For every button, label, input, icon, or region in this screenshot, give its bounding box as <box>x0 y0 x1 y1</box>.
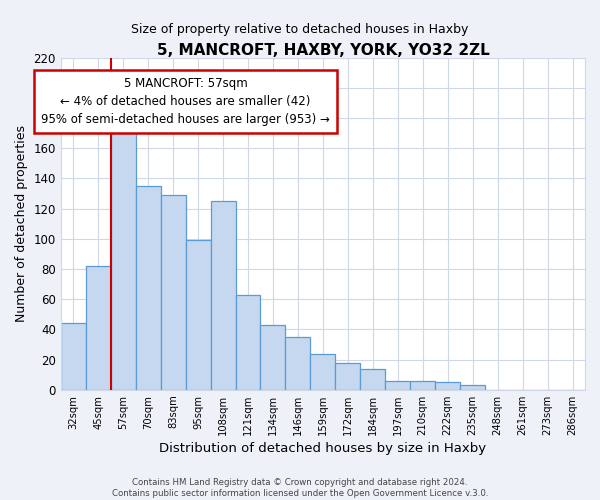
Bar <box>435 382 460 390</box>
X-axis label: Distribution of detached houses by size in Haxby: Distribution of detached houses by size … <box>160 442 487 455</box>
Bar <box>460 386 485 390</box>
Bar <box>260 325 286 390</box>
Bar <box>211 201 236 390</box>
Bar <box>236 294 260 390</box>
Bar <box>61 324 86 390</box>
Bar <box>286 337 310 390</box>
Bar <box>136 186 161 390</box>
Bar <box>410 381 435 390</box>
Title: 5, MANCROFT, HAXBY, YORK, YO32 2ZL: 5, MANCROFT, HAXBY, YORK, YO32 2ZL <box>157 42 489 58</box>
Y-axis label: Number of detached properties: Number of detached properties <box>15 125 28 322</box>
Bar <box>310 354 335 390</box>
Bar <box>385 381 410 390</box>
Text: 5 MANCROFT: 57sqm
← 4% of detached houses are smaller (42)
95% of semi-detached : 5 MANCROFT: 57sqm ← 4% of detached house… <box>41 77 330 126</box>
Text: Contains HM Land Registry data © Crown copyright and database right 2024.
Contai: Contains HM Land Registry data © Crown c… <box>112 478 488 498</box>
Bar <box>185 240 211 390</box>
Bar <box>111 133 136 390</box>
Text: Size of property relative to detached houses in Haxby: Size of property relative to detached ho… <box>131 22 469 36</box>
Bar <box>161 195 185 390</box>
Bar <box>335 362 361 390</box>
Bar <box>86 266 111 390</box>
Bar <box>361 368 385 390</box>
